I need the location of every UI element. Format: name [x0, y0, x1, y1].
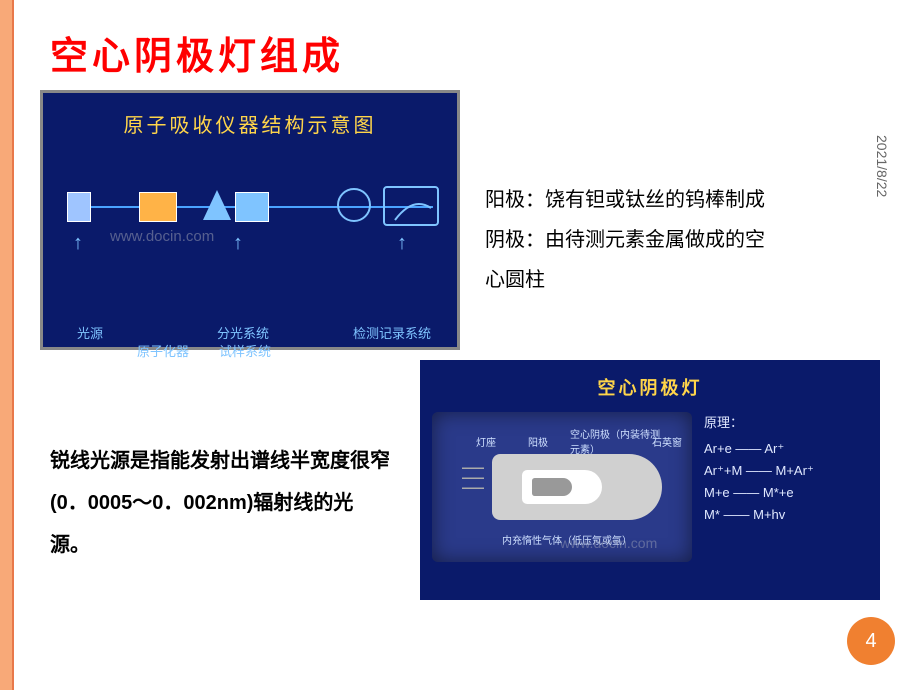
hollow-cathode-lamp-title: 空心阴极灯 [420, 374, 880, 400]
prism-block [235, 192, 269, 222]
page-number-badge: 4 [847, 617, 895, 665]
monochromator-label: 分光系统 [217, 323, 269, 342]
atomizer-label: 原子化器 [137, 341, 189, 360]
hollow-cathode-lamp-figure: 空心阴极灯 ——— 灯座 阳极 空心阴极（内装待测元素） 石英窗 内充惰性气体（… [420, 360, 880, 600]
equation-line: M+e —— M*+e [704, 482, 814, 504]
meter-icon [383, 186, 439, 226]
source-block [67, 192, 91, 222]
arrow-icon: ↑ [233, 232, 243, 255]
lamp-label-a: 灯座 [476, 434, 496, 449]
equation-line: M* —— M+hv [704, 504, 814, 526]
watermark-text: www.docin.com [110, 228, 214, 245]
atomizer-block [139, 192, 177, 222]
lamp-label-d: 石英窗 [652, 434, 682, 449]
page-title: 空心阴极灯组成 [50, 25, 344, 80]
sample-label: 试样系统 [219, 341, 271, 360]
lamp-pins-icon: ——— [462, 462, 484, 492]
sharp-line-source-text: 锐线光源是指能发射出谱线半宽度很窄(0．0005～0．002nm)辐射线的光源。 [50, 440, 390, 566]
equation-line: Ar⁺+M —— M+Ar⁺ [704, 460, 814, 482]
principle-equations: 原理： Ar+e —— Ar⁺ Ar⁺+M —— M+Ar⁺ M+e —— M*… [704, 412, 814, 562]
source-label: 光源 [77, 323, 103, 342]
equation-line: Ar+e —— Ar⁺ [704, 438, 814, 460]
detector-circle-icon [337, 188, 371, 222]
instrument-schematic-figure: 原子吸收仪器结构示意图 ↑ ↑ ↑ 光源 原子化器 分光系统 试样系统 检测记录… [40, 90, 460, 350]
text-line: 心圆柱 [485, 260, 895, 300]
watermark-text: www.docin.com [560, 535, 657, 551]
lens-icon [203, 190, 231, 220]
anode-cathode-text: 阳极：饶有钽或钛丝的钨棒制成 阴极：由待测元素金属做成的空 心圆柱 [485, 180, 895, 300]
lamp-cathode [532, 478, 572, 496]
lamp-label-c: 空心阴极（内装待测元素） [570, 426, 660, 456]
principle-heading: 原理： [704, 412, 814, 434]
detector-label: 检测记录系统 [353, 323, 431, 342]
lamp-label-b: 阳极 [528, 434, 548, 449]
left-border-strip [0, 0, 14, 690]
arrow-icon: ↑ [73, 232, 83, 255]
instrument-schematic-title: 原子吸收仪器结构示意图 [43, 109, 457, 138]
instrument-schematic-body: ↑ ↑ ↑ [67, 172, 433, 272]
arrow-icon: ↑ [397, 232, 407, 255]
text-line: 阴极：由待测元素金属做成的空 [485, 220, 895, 260]
text-line: 阳极：饶有钽或钛丝的钨棒制成 [485, 180, 895, 220]
